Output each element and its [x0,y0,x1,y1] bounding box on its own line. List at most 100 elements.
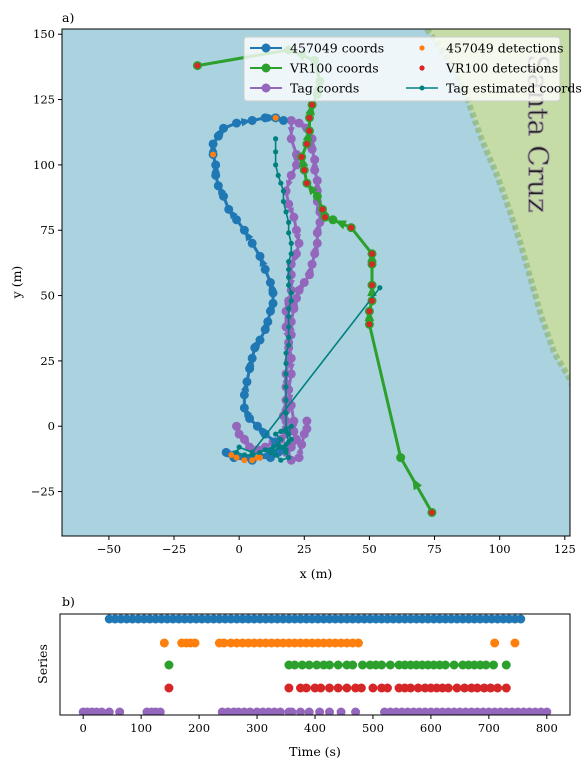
event-point [324,707,334,715]
legend-box [243,36,561,102]
tag-coords-point [286,400,296,410]
event-point [385,660,395,670]
tag-coords-point [286,353,296,363]
tag-457049-coords-point [255,251,265,261]
event-point [342,683,352,693]
tag-457049-coords-point [278,115,288,125]
event-point [190,638,200,648]
event-point [284,683,294,693]
tag-457049-coords-point [265,306,275,316]
tag-457049-coords-point [260,325,270,335]
tag-estimated-point [286,454,292,461]
vr100-coords-arrow [412,478,423,491]
event-point [97,707,107,715]
legend-marker [419,65,425,71]
tag-coords-point [286,369,296,379]
event-point [219,638,229,648]
event-point [353,638,363,648]
x-tick-label-a: 0 [235,542,242,556]
detection-457049-point [233,454,240,461]
tag-coords-point [297,440,307,450]
detection-457049-point [256,454,263,461]
event-point [486,683,496,693]
event-point [245,707,255,715]
tag-coords-point [294,453,304,463]
tag-estimated-point [275,172,281,178]
tag-coords-point [239,434,249,444]
tag-estimated-point [283,449,289,455]
event-point [164,660,174,670]
y-tick-label-a: 150 [33,27,55,41]
tag-estimated-point [283,410,289,416]
event-point [290,660,300,670]
x-tick-label-a: 75 [427,542,442,556]
tag-457049-coords-point [263,317,273,327]
vr100-coords-arrow [334,220,347,230]
event-point [333,660,343,670]
tag-estimated-point [288,423,294,429]
tag-estimated-point [267,449,274,455]
tag-coords-point [291,249,301,259]
tag-457049-coords-point [252,421,262,431]
event-point [472,683,482,693]
tag-coords-point [289,416,299,426]
legend: 457049 coords VR100 coords Tag coords 45704… [243,36,582,102]
tag-coords-point [232,421,242,431]
x-tick-label-a: −50 [97,542,121,556]
event-point [382,683,392,693]
tag-457049-coords-point [239,390,249,400]
tag-coords-point [312,238,322,248]
tag-457049-coords-point [239,403,249,413]
legend-marker [419,85,425,91]
event-point [368,683,378,693]
event-point [542,707,552,715]
tag-457049-coords-point [245,413,255,423]
event-point [333,683,343,693]
tag-coords-arrow [285,179,293,189]
tag-coords-point [310,249,320,259]
tag-estimated-point [278,444,284,450]
tag-457049-coords-point [265,278,275,287]
tag-coords-point [294,118,304,128]
event-point [304,707,314,715]
event-point [377,660,387,670]
detection-457049-point [210,151,217,158]
tag-estimated-point [270,444,276,450]
detection-vr100-point [366,308,373,315]
tag-coords-point [286,115,296,125]
tag-estimated-point [233,449,240,455]
y-axis-label-b: Series [35,644,50,684]
vr100-coords-point [312,191,322,201]
tag-estimated-point [278,428,284,435]
tag-coords-point [291,293,301,303]
tag-estimated-point [286,324,292,330]
detection-457049-point [272,114,279,121]
tag-estimated-point [286,306,292,312]
panel-b-label: b) [62,594,75,609]
event-point [443,683,453,693]
tag-457049-coords-point [219,191,229,201]
x-tick-label-a: 25 [297,542,312,556]
tag-estimated-point [283,371,289,377]
tag-coords-arrow [287,363,295,373]
tag-457049-coords-point [208,139,218,149]
tag-estimated-point [286,230,292,236]
y-tick-label-a: 75 [40,223,55,237]
legend-marker [261,83,271,93]
tag-coords-point [312,176,322,186]
event-point [490,638,500,648]
x-tick-label-b: 500 [362,721,384,735]
tag-coords-point [286,134,296,144]
event-point [287,707,297,715]
x-axis-label-a: x (m) [300,566,333,581]
tag-coords-arrow [287,127,295,136]
event-point [312,660,322,670]
x-tick-label-b: 0 [80,721,87,735]
tag-457049-coords-point [232,215,242,225]
tag-estimated-point [283,384,289,390]
tag-457049-coords-point [219,123,229,133]
tag-estimated-point [249,452,255,458]
event-point [324,683,334,693]
tag-457049-coords-point [260,264,270,274]
tag-estimated-point [283,209,289,215]
